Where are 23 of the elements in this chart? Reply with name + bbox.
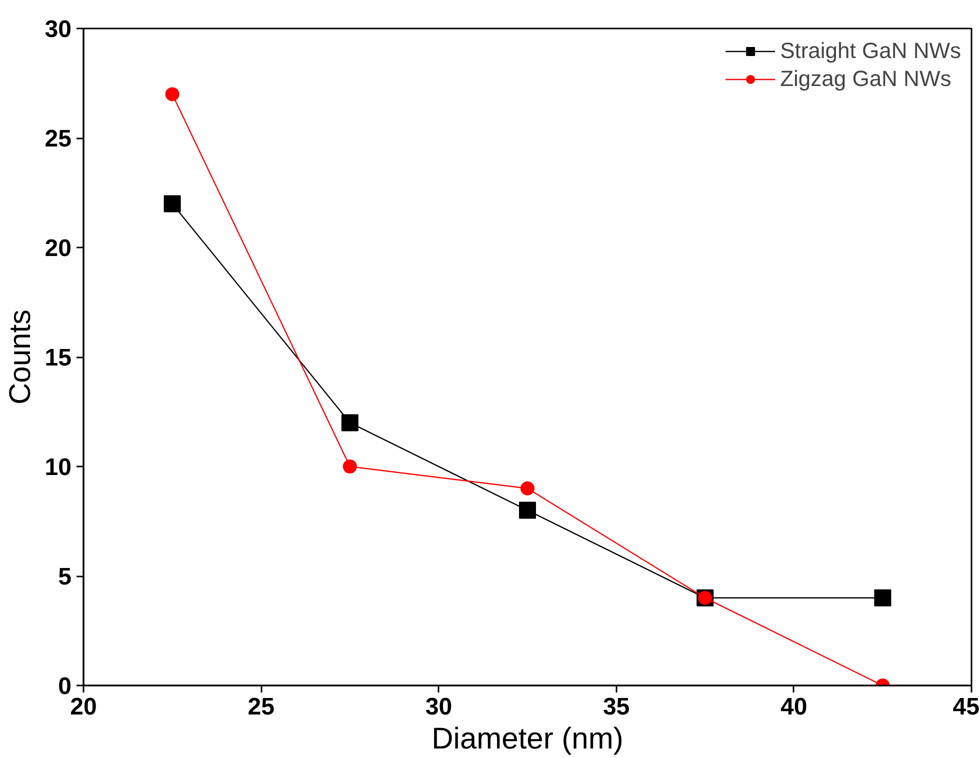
- point: [165, 87, 180, 102]
- y-tick-label: 30: [44, 16, 72, 43]
- legend-label: Straight GaN NWs: [780, 38, 961, 64]
- x-tick-label: 25: [248, 694, 274, 720]
- y-tick-label: 15: [44, 344, 72, 372]
- x-axis-title: Diameter (nm): [432, 722, 624, 756]
- y-axis-title: Counts: [4, 309, 37, 405]
- y-tick-label: 20: [44, 235, 72, 262]
- x-tick-label: 35: [602, 694, 630, 720]
- x-tick-label: 40: [780, 694, 808, 720]
- y-tick-label: 10: [44, 454, 72, 481]
- point: [874, 589, 892, 606]
- y-tick-label: 5: [58, 564, 72, 590]
- x-tick-label: 45: [952, 694, 979, 720]
- legend-label: Zigzag GaN NWs: [780, 66, 952, 92]
- point: [519, 502, 536, 519]
- point: [341, 414, 358, 432]
- x-tick-label: 30: [425, 694, 452, 720]
- point: [342, 460, 357, 474]
- y-tick-label: 25: [44, 126, 72, 152]
- point: [520, 481, 534, 496]
- y-tick-label: 0: [58, 673, 72, 700]
- point: [164, 195, 181, 212]
